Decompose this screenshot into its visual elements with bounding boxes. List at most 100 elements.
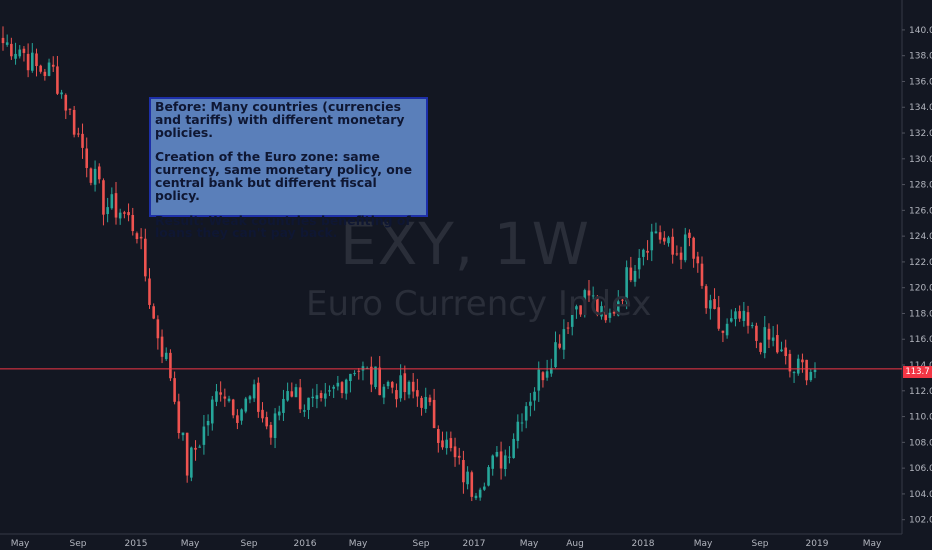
candle-body — [642, 249, 645, 257]
candle-body — [441, 440, 444, 448]
candle-body — [453, 446, 457, 458]
candle-body — [780, 349, 783, 352]
candle-body — [675, 253, 679, 255]
candle-body — [236, 415, 239, 423]
candle-body — [763, 327, 767, 354]
candle-body — [123, 212, 126, 214]
candle-body — [56, 66, 59, 94]
candle-body — [495, 451, 499, 457]
candle-body — [445, 439, 448, 449]
candle-body — [692, 237, 695, 259]
x-tick-label: Sep — [70, 539, 87, 549]
x-tick-label: 2015 — [125, 539, 148, 549]
y-tick-label: 130.0 — [909, 155, 932, 165]
candle-body — [72, 109, 76, 135]
candle-body — [600, 306, 603, 317]
y-tick-label: 126.0 — [909, 206, 932, 216]
candle-body — [709, 300, 712, 309]
candle-body — [378, 367, 381, 396]
candle-body — [31, 52, 34, 71]
last-price-label: 113.7 — [903, 366, 932, 378]
candle-body — [575, 306, 578, 310]
candle-body — [395, 390, 398, 400]
candle-body — [202, 426, 206, 445]
candle-body — [683, 234, 687, 261]
candle-body — [474, 495, 478, 499]
x-tick-label: 2017 — [463, 539, 486, 549]
x-tick-label: May — [863, 539, 882, 549]
candle-body — [416, 390, 419, 397]
y-tick-label: 134.0 — [909, 103, 932, 113]
candle-body — [286, 391, 289, 401]
candle-body — [524, 406, 528, 421]
candle-body — [85, 148, 89, 168]
candle-body — [784, 347, 787, 357]
candle-body — [591, 295, 595, 297]
y-tick-label: 120.0 — [909, 284, 932, 294]
x-tick-label: May — [520, 539, 539, 549]
candle-body — [81, 133, 84, 148]
candle-body — [35, 53, 38, 67]
candle-body — [713, 299, 716, 309]
candle-body — [160, 336, 164, 357]
candle-body — [290, 391, 294, 397]
candle-body — [252, 384, 256, 399]
candle-body — [457, 455, 461, 458]
annotation-box[interactable]: Before: Many countries (currencies and t… — [149, 97, 428, 239]
candle-body — [541, 372, 545, 381]
candle-body — [424, 396, 428, 409]
candle-body — [152, 306, 155, 319]
candle-body — [273, 413, 277, 438]
candle-body — [118, 212, 122, 219]
candle-body — [307, 397, 310, 410]
candle-body — [658, 232, 662, 240]
candle-body — [587, 290, 591, 296]
candle-body — [742, 310, 746, 321]
candle-body — [169, 352, 172, 379]
y-tick-label: 116.0 — [909, 335, 932, 345]
candle-body — [135, 233, 139, 240]
candle-body — [437, 429, 440, 443]
candle-body — [185, 432, 189, 476]
candle-body — [349, 373, 352, 382]
candle-body — [231, 399, 235, 416]
candle-body — [93, 168, 97, 185]
candle-body — [771, 337, 775, 341]
y-tick-label: 106.0 — [909, 464, 932, 474]
candle-body — [328, 390, 331, 392]
x-tick-label: Sep — [413, 539, 430, 549]
candle-body — [696, 256, 700, 264]
candle-body — [625, 267, 628, 302]
candle-body — [529, 401, 532, 406]
candle-body — [734, 311, 737, 320]
candle-body — [323, 393, 327, 399]
candle-body — [449, 438, 453, 449]
candle-body — [399, 375, 402, 399]
y-tick-label: 138.0 — [909, 52, 932, 62]
candle-body — [47, 62, 51, 76]
candle-body — [654, 231, 658, 234]
y-tick-label: 124.0 — [909, 232, 932, 242]
candle-body — [537, 369, 541, 391]
candle-body — [181, 432, 185, 436]
candle-body — [215, 391, 218, 402]
candle-body — [194, 447, 197, 450]
y-tick-label: 104.0 — [909, 490, 932, 500]
y-tick-label: 108.0 — [909, 438, 932, 448]
candle-body — [738, 311, 741, 319]
candle-body — [43, 71, 47, 76]
candle-body — [566, 327, 570, 329]
candle-body — [332, 386, 335, 389]
candle-body — [633, 270, 637, 282]
candle-body — [18, 49, 22, 57]
candle-body — [729, 318, 733, 322]
candle-body — [813, 369, 817, 373]
candle-body — [77, 133, 80, 135]
candle-body — [776, 335, 779, 353]
candle-body — [612, 311, 616, 314]
candle-body — [60, 92, 63, 95]
candle-body — [508, 456, 511, 458]
watermark-description: Euro Currency Index — [306, 284, 652, 324]
